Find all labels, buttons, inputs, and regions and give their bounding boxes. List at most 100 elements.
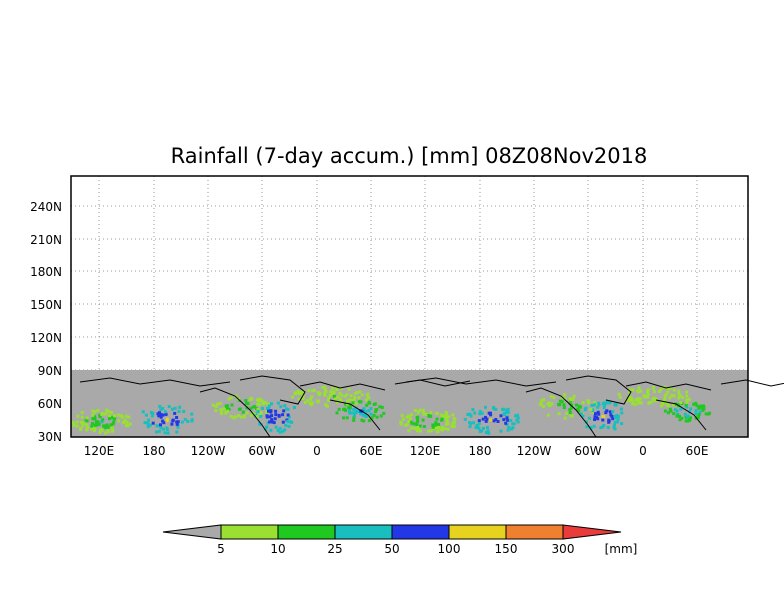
rain-cell (347, 387, 351, 391)
rain-cell (255, 415, 259, 419)
rain-cell (91, 417, 95, 421)
rain-cell (653, 390, 657, 393)
rain-cell (605, 399, 609, 403)
rain-cell (587, 401, 591, 405)
rain-cell (468, 412, 472, 416)
rain-cell (125, 420, 129, 424)
coastline (329, 399, 381, 431)
rain-cell (413, 422, 416, 426)
rain-cell (478, 429, 482, 433)
rain-cell (258, 422, 262, 426)
rain-cell (283, 404, 287, 408)
rain-cell (362, 407, 366, 411)
rain-cell (516, 413, 519, 417)
rain-cell (345, 416, 349, 420)
rain-cell (161, 407, 165, 410)
rain-cell (494, 418, 498, 421)
rain-cell (278, 430, 282, 434)
rain-cell (365, 403, 369, 407)
rain-cell (182, 409, 186, 413)
rain-cell (489, 413, 493, 417)
rain-cell (357, 396, 361, 400)
rain-cell (123, 418, 127, 422)
rain-cell (607, 419, 611, 423)
rain-cell (335, 411, 339, 415)
rain-cell (352, 407, 356, 411)
rain-cell (375, 408, 379, 412)
rain-cell (546, 402, 550, 406)
rain-cell (477, 421, 481, 425)
rain-cell (403, 423, 407, 427)
rain-cell (473, 411, 477, 415)
rain-cell (408, 417, 412, 421)
rain-cell (249, 413, 253, 417)
rain-cell (563, 416, 567, 420)
rain-cell (226, 409, 230, 413)
rain-cell (374, 410, 377, 414)
rain-cell (312, 388, 316, 392)
rain-cell (107, 410, 111, 414)
rain-cell (626, 397, 630, 401)
rain-cell (382, 411, 386, 415)
colorbar-label: 10 (270, 542, 285, 556)
rain-cell (558, 399, 562, 403)
rain-cell (274, 409, 278, 413)
rain-cell (164, 412, 168, 416)
rain-cell (613, 403, 617, 407)
rain-cell (511, 426, 515, 430)
rain-cell (422, 411, 426, 415)
rain-cell (552, 396, 556, 400)
rain-cell (560, 400, 564, 404)
rain-cell (190, 412, 194, 416)
rain-cell (245, 411, 249, 415)
rain-cell (597, 403, 601, 407)
lat-label: 60N (38, 397, 62, 411)
rain-cell (110, 411, 113, 414)
rain-cell (334, 386, 338, 390)
rain-cell (367, 409, 371, 413)
rain-cell (309, 397, 313, 401)
rain-cell (224, 411, 228, 415)
rain-cell (108, 414, 112, 418)
rain-cell (431, 423, 435, 427)
rain-cell (104, 412, 108, 416)
rain-cell (167, 405, 171, 409)
lon-label: 0 (639, 444, 647, 458)
lat-label: 240N (30, 200, 62, 214)
colorbar-label: 150 (495, 542, 518, 556)
rain-cell (585, 420, 588, 424)
rain-cell (706, 412, 710, 416)
rain-cell (107, 417, 111, 421)
rain-cell (617, 392, 621, 396)
rain-cell (317, 393, 321, 396)
rain-cell (637, 400, 640, 404)
rain-cell (336, 400, 339, 404)
rain-cell (631, 388, 635, 392)
rain-cell (276, 429, 280, 432)
rain-cell (310, 395, 314, 399)
rain-cell (562, 406, 566, 410)
lon-label: 180 (143, 444, 166, 458)
rain-cell (487, 431, 491, 435)
rain-cell (663, 409, 667, 413)
rain-cell (90, 427, 94, 431)
rain-cell (261, 406, 264, 410)
rain-cell (692, 402, 696, 406)
rain-cell (124, 414, 128, 418)
rain-cell (270, 414, 274, 418)
rain-cell (437, 423, 440, 426)
rain-cell (669, 409, 673, 413)
rain-cell (418, 408, 422, 412)
rain-cell (484, 419, 488, 423)
rain-cell (111, 416, 115, 420)
rain-cell (370, 416, 374, 420)
rain-cell (677, 396, 681, 400)
colorbar-box (505, 524, 564, 540)
rain-cell (215, 402, 219, 406)
coastline (239, 375, 306, 405)
rain-cell (265, 406, 269, 410)
rain-cell (359, 412, 363, 416)
rain-cell (478, 409, 482, 413)
rain-cell (660, 386, 664, 390)
rain-cell (501, 408, 505, 411)
